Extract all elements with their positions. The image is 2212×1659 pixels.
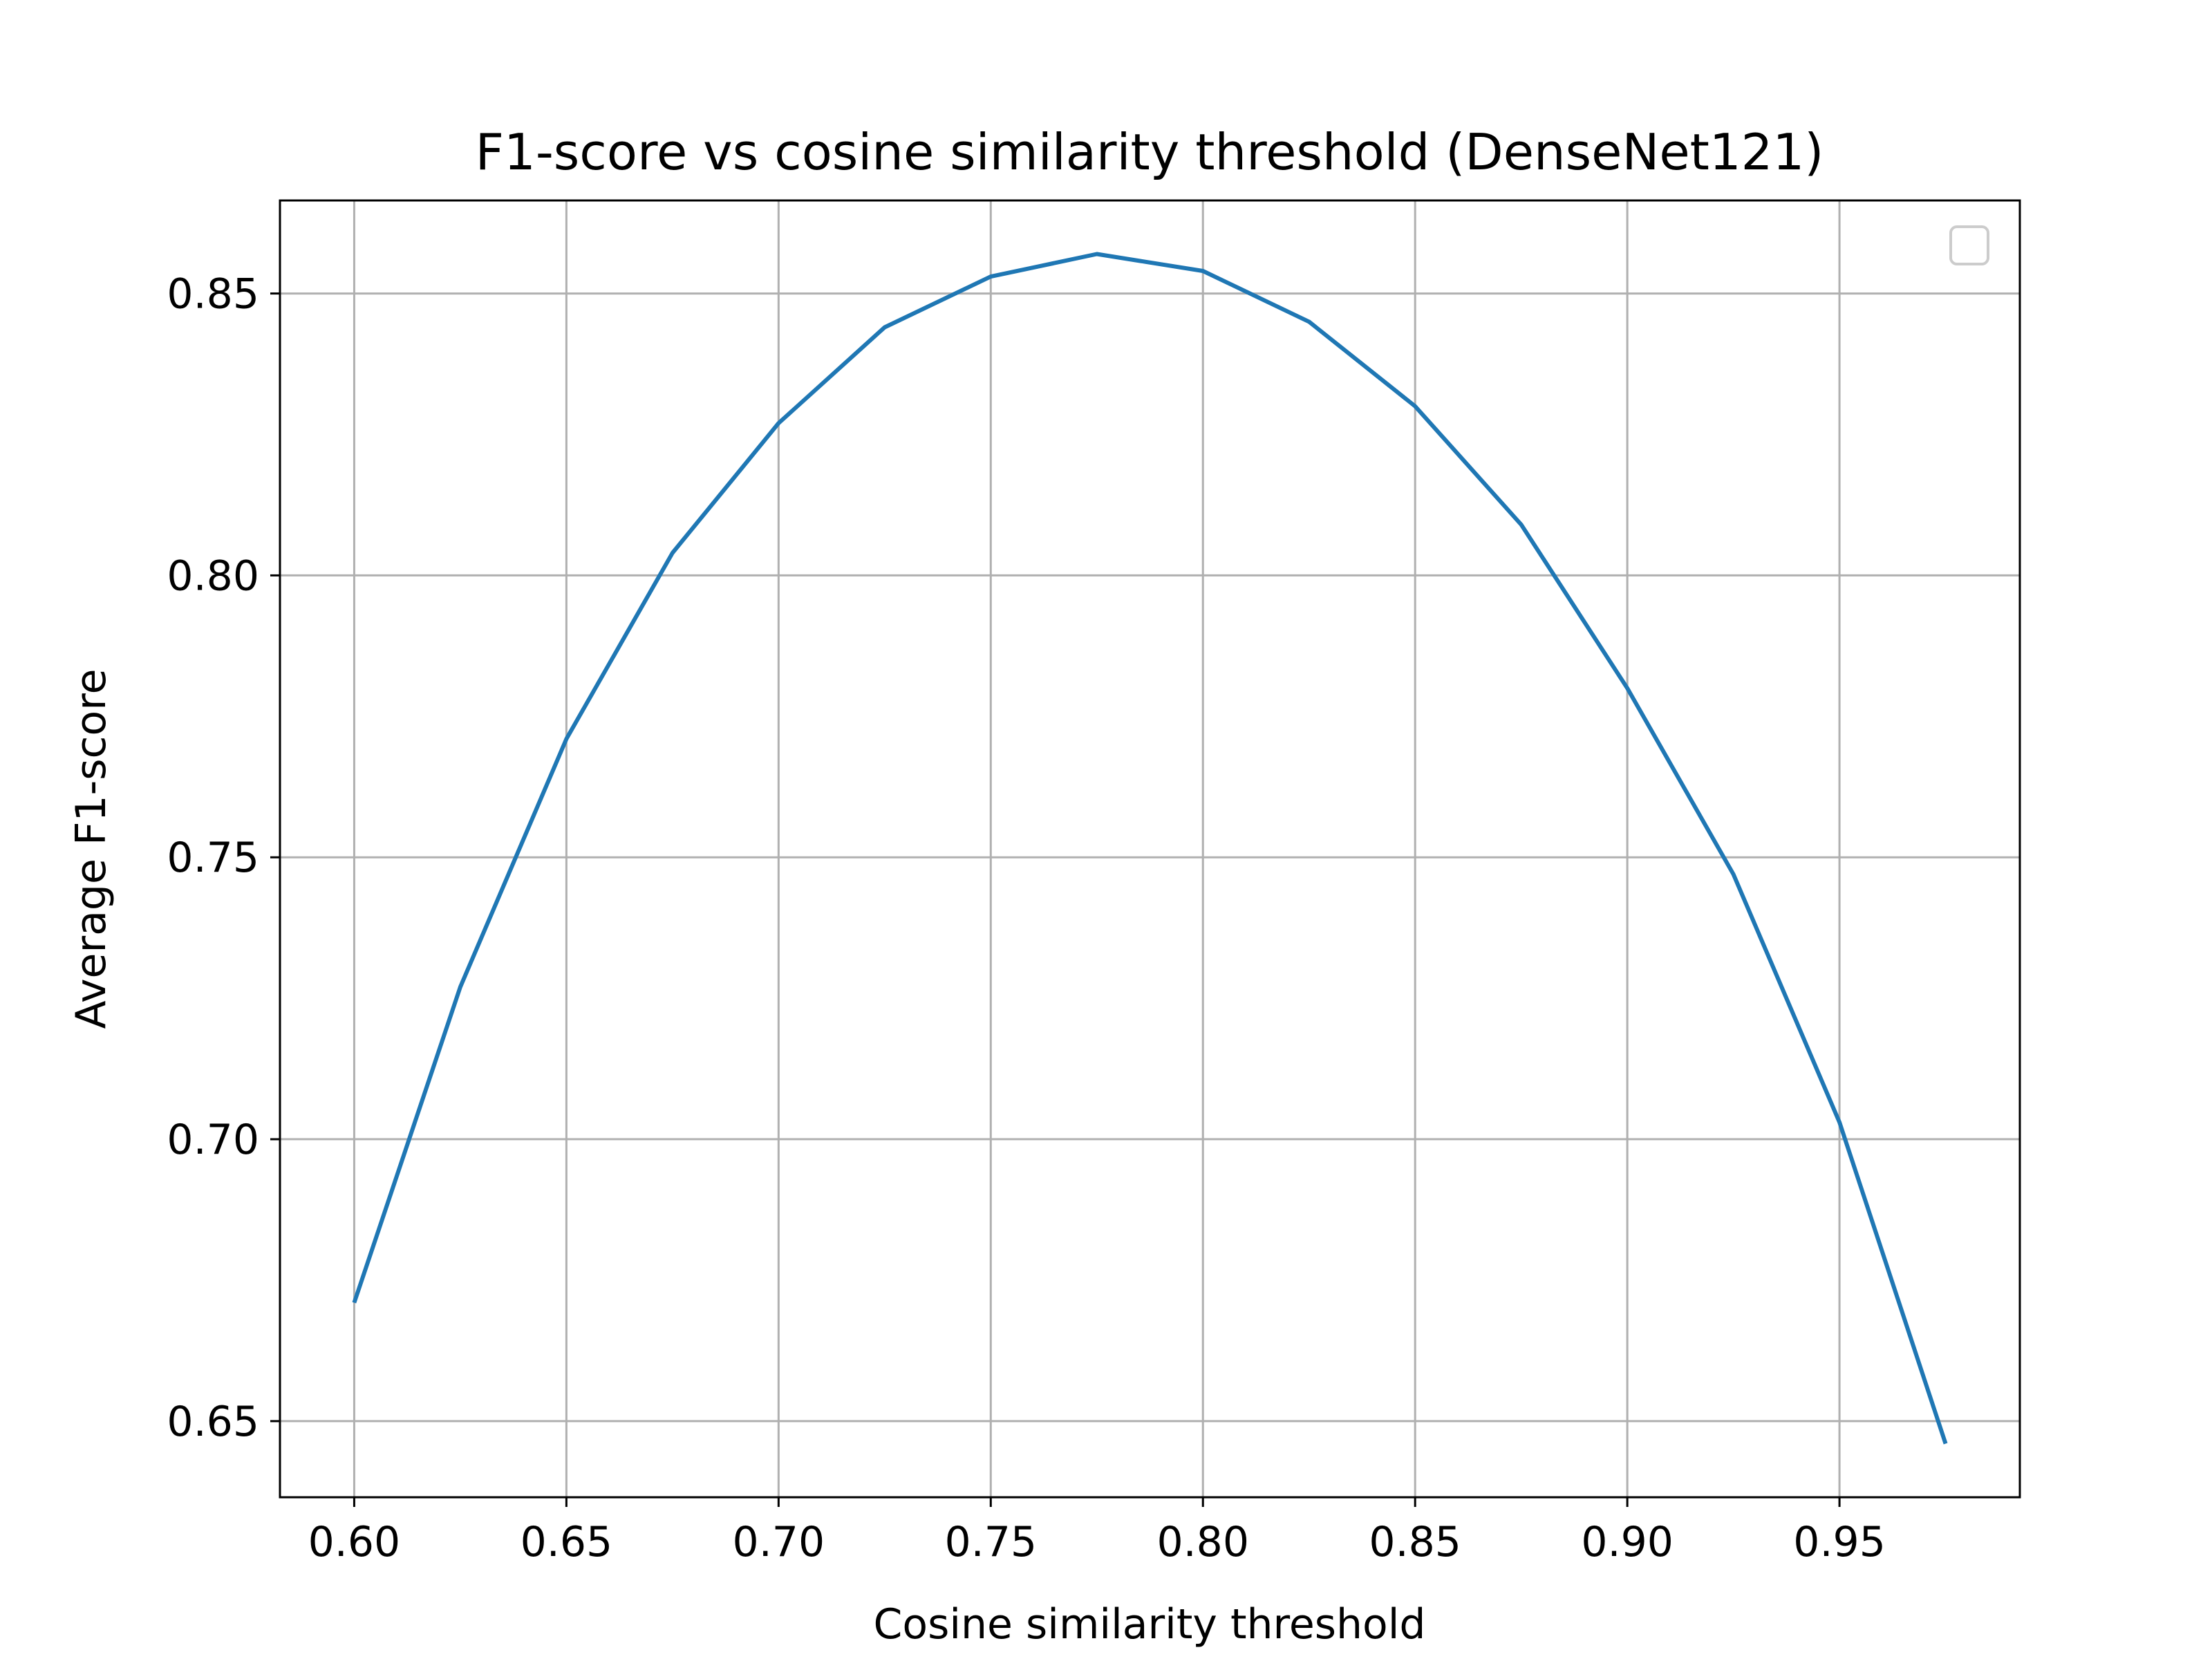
- y-tick-label: 0.80: [167, 552, 259, 600]
- grid: [280, 200, 2020, 1497]
- series-layer: [352, 252, 1948, 1445]
- ticks: 0.60 0.65 0.70 0.75 0.80 0.85 0.90 0.95 0.65 0.70…: [167, 270, 1885, 1566]
- legend-box: [1949, 225, 1989, 265]
- x-tick-label: 0.60: [308, 1518, 401, 1566]
- x-tick-label: 0.95: [1793, 1518, 1886, 1566]
- y-tick-label: 0.75: [167, 834, 259, 882]
- y-tick-label: 0.65: [167, 1398, 259, 1446]
- y-axis-label: Average F1-score: [67, 668, 115, 1029]
- x-tick-label: 0.75: [944, 1518, 1037, 1566]
- x-tick-label: 0.90: [1581, 1518, 1674, 1566]
- x-tick-label: 0.65: [521, 1518, 613, 1566]
- x-axis-label: Cosine similarity threshold: [873, 1600, 1425, 1649]
- plot-area-frame: [279, 199, 2021, 1499]
- legend: [1949, 225, 1989, 265]
- y-tick-label: 0.85: [167, 270, 259, 319]
- y-tick-label: 0.70: [167, 1116, 259, 1164]
- series-line: [352, 252, 1948, 1445]
- x-tick-label: 0.85: [1369, 1518, 1461, 1566]
- chart-title: F1-score vs cosine similarity threshold …: [476, 123, 1824, 181]
- x-tick-label: 0.80: [1156, 1518, 1249, 1566]
- x-tick-label: 0.70: [733, 1518, 825, 1566]
